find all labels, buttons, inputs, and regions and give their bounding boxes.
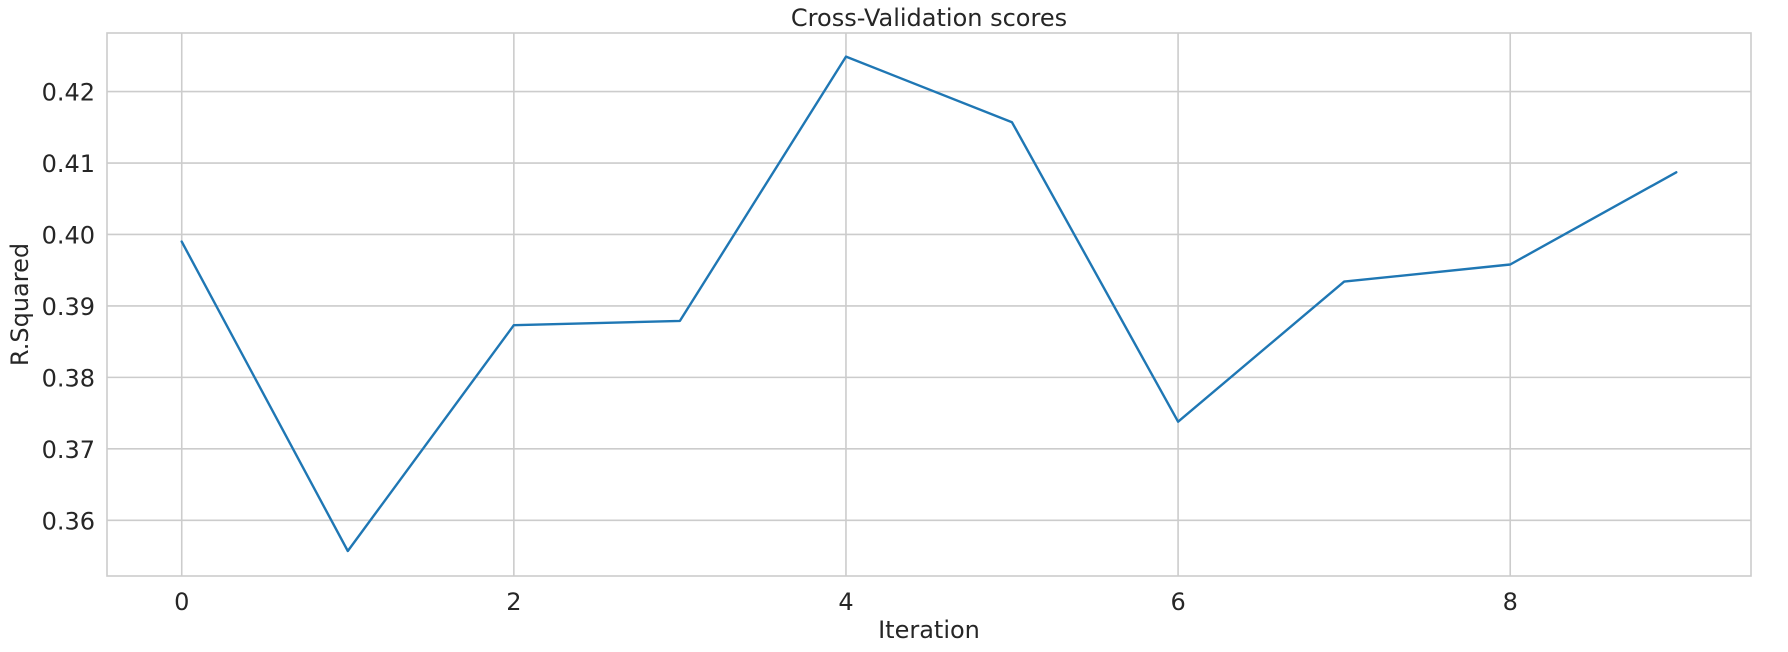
plot-frame bbox=[106, 32, 1752, 577]
y-tick-label: 0.37 bbox=[42, 436, 95, 464]
y-tick-label: 0.36 bbox=[42, 507, 95, 535]
y-axis-ticks: 0.36 0.37 0.38 0.39 0.40 0.41 0.42 bbox=[42, 79, 95, 536]
x-tick-label: 6 bbox=[1170, 588, 1185, 616]
x-tick-label: 0 bbox=[174, 588, 189, 616]
y-tick-label: 0.40 bbox=[42, 221, 95, 249]
y-tick-label: 0.42 bbox=[42, 79, 95, 107]
series-line bbox=[180, 55, 1678, 553]
y-tick-label: 0.41 bbox=[42, 150, 95, 178]
series-layer bbox=[180, 55, 1678, 553]
y-tick-label: 0.38 bbox=[42, 364, 95, 392]
x-tick-label: 8 bbox=[1503, 588, 1518, 616]
x-axis-ticks: 0 2 4 6 8 bbox=[174, 588, 1518, 616]
grid bbox=[107, 33, 1751, 576]
x-tick-label: 4 bbox=[838, 588, 853, 616]
x-tick-label: 2 bbox=[506, 588, 521, 616]
y-axis-label: R.Squared bbox=[6, 243, 34, 366]
x-axis-label: Iteration bbox=[878, 616, 980, 644]
y-tick-label: 0.39 bbox=[42, 293, 95, 321]
chart-title: Cross-Validation scores bbox=[791, 4, 1067, 32]
